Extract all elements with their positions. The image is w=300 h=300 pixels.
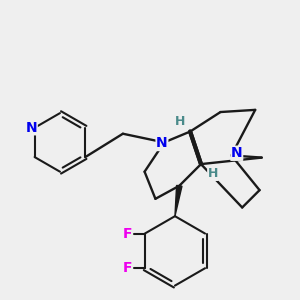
Text: N: N xyxy=(231,146,243,160)
Text: H: H xyxy=(208,167,218,180)
Text: F: F xyxy=(123,226,132,241)
Text: F: F xyxy=(123,261,132,275)
Text: H: H xyxy=(175,115,186,128)
Polygon shape xyxy=(175,185,182,216)
Text: N: N xyxy=(26,121,37,135)
Text: N: N xyxy=(156,136,168,151)
